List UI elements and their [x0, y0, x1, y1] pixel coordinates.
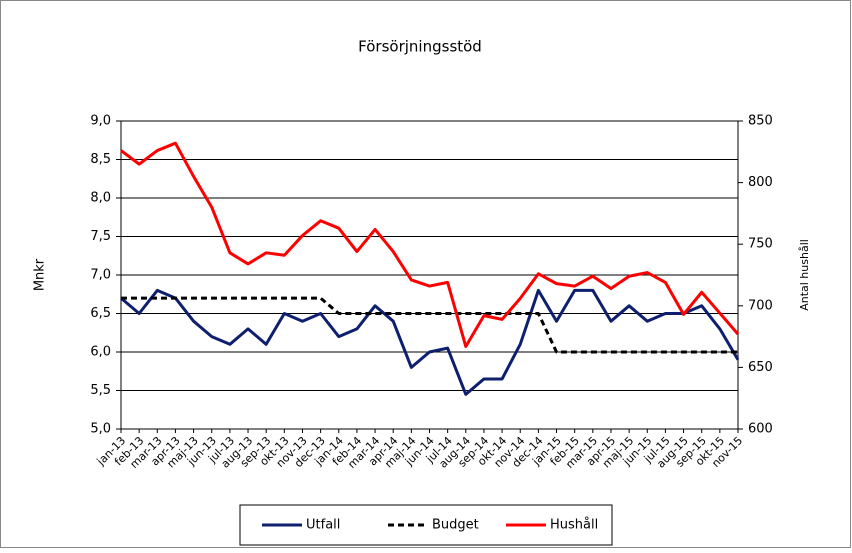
legend-label: Hushåll	[550, 518, 598, 533]
y2-tick-label: 850	[748, 114, 773, 129]
y-axis-label: Mnkr	[33, 258, 48, 291]
y2-tick-label: 650	[748, 360, 773, 375]
y2-tick-label: 700	[748, 298, 773, 313]
y2-tick-label: 600	[748, 422, 773, 437]
y-tick-label: 6,5	[90, 306, 111, 321]
y-tick-label: 7,0	[90, 268, 111, 283]
chart-title: Försörjningsstöd	[358, 38, 482, 56]
series-line	[120, 141, 740, 348]
y2-tick-label: 800	[748, 175, 773, 190]
legend-label: Budget	[432, 518, 479, 533]
y-tick-label: 6,0	[90, 345, 111, 360]
y2-tick-label: 750	[748, 237, 773, 252]
legend-label: Utfall	[306, 518, 340, 533]
y-tick-label: 8,5	[90, 152, 111, 167]
series-line	[121, 296, 738, 354]
y-tick-label: 8,0	[90, 191, 111, 206]
y-tick-label: 5,5	[90, 383, 111, 398]
series-line	[120, 288, 740, 396]
y-tick-label: 9,0	[90, 114, 111, 129]
y-tick-label: 7,5	[90, 229, 111, 244]
y-tick-label: 5,0	[90, 422, 111, 437]
y2-axis-label: Antal hushåll	[798, 239, 811, 311]
